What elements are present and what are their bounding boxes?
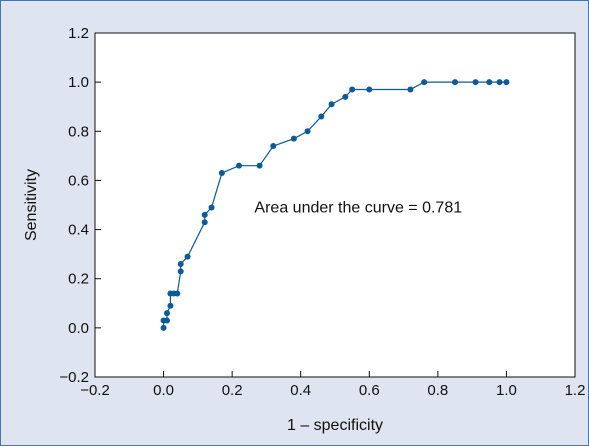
roc-data-point — [236, 162, 242, 169]
roc-data-point — [366, 86, 373, 93]
x-tick-label: 1.0 — [496, 382, 517, 399]
roc-data-point — [328, 101, 335, 108]
y-tick-label: 0.0 — [68, 320, 89, 337]
roc-data-point — [174, 290, 181, 297]
x-tick-label: 0.2 — [222, 382, 243, 399]
roc-data-point — [177, 268, 184, 275]
x-tick-label: 0.0 — [153, 382, 174, 399]
roc-data-point — [290, 135, 297, 142]
roc-data-point — [184, 253, 191, 260]
roc-data-point — [256, 162, 263, 169]
x-axis: −0.2 0.0 0.2 0.4 0.6 0.8 1.0 1.2 — [80, 371, 585, 399]
roc-data-point — [164, 310, 170, 317]
roc-data-point — [496, 79, 503, 86]
roc-data-point — [407, 86, 414, 93]
roc-data-point — [421, 79, 428, 86]
y-axis: −0.2 0.0 0.2 0.4 0.6 0.8 1.0 1.2 — [59, 25, 101, 386]
roc-data-point — [177, 260, 184, 267]
x-tick-label: −0.2 — [80, 382, 110, 399]
roc-data-point — [349, 86, 356, 93]
auc-annotation: Area under the curve = 0.781 — [254, 199, 462, 216]
plot-area — [94, 32, 576, 378]
roc-data-point — [342, 93, 349, 100]
roc-data-point — [167, 302, 174, 309]
roc-data-point — [318, 113, 325, 120]
y-axis-title: Sensitivity — [23, 169, 40, 241]
y-tick-label: 1.2 — [68, 25, 89, 42]
roc-data-point — [486, 79, 493, 86]
roc-data-point — [208, 204, 215, 211]
y-tick-label: 0.8 — [68, 123, 89, 140]
roc-data-point — [270, 143, 277, 150]
x-tick-label: 0.6 — [359, 382, 380, 399]
roc-data-point — [201, 211, 208, 218]
roc-data-point — [503, 79, 510, 86]
y-tick-label: −0.2 — [59, 369, 89, 386]
x-axis-title: 1 – specificity — [287, 417, 383, 434]
x-tick-label: 1.2 — [565, 382, 586, 399]
roc-data-point — [164, 317, 170, 324]
x-tick-label: 0.8 — [427, 382, 448, 399]
roc-data-point — [304, 128, 311, 135]
roc-data-point — [472, 79, 479, 86]
roc-data-point — [218, 170, 225, 177]
roc-data-point — [452, 79, 458, 86]
roc-data-point — [201, 219, 208, 226]
y-tick-label: 0.4 — [68, 222, 89, 239]
roc-data-point — [160, 324, 167, 331]
x-tick-label: 0.4 — [290, 382, 311, 399]
roc-series — [160, 79, 510, 331]
y-tick-label: 0.2 — [68, 271, 89, 288]
y-tick-label: 1.0 — [68, 74, 89, 91]
y-tick-label: 0.6 — [68, 172, 89, 189]
